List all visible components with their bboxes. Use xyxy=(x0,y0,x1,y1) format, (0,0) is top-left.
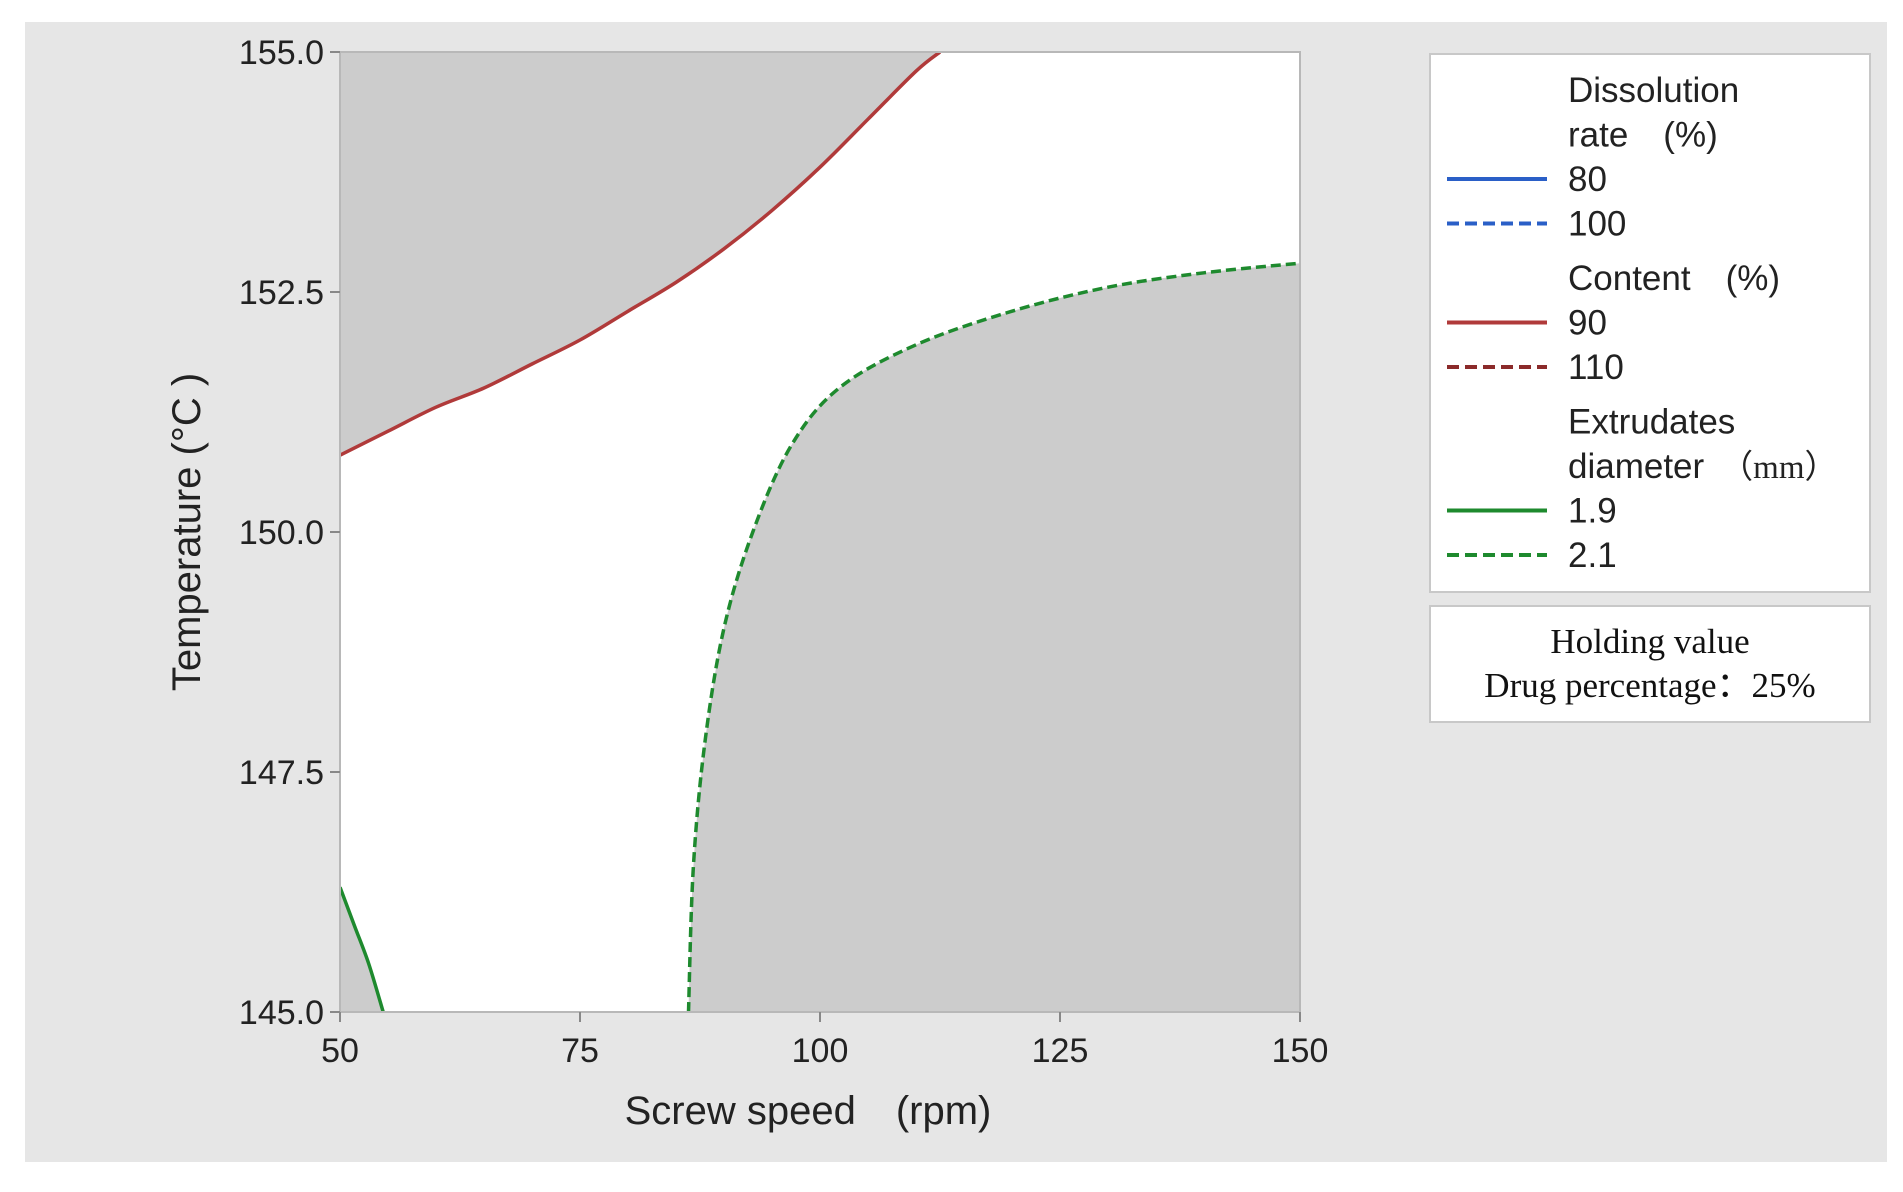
shaded-region-bottom-right xyxy=(688,263,1300,1012)
contour-lines xyxy=(340,52,1300,1012)
x-tick-label: 100 xyxy=(792,1032,849,1070)
holding-value-text: Drug percentage：25% xyxy=(1484,666,1815,705)
x-tick-label: 75 xyxy=(561,1032,599,1070)
y-tick-label: 147.5 xyxy=(239,754,324,792)
legend-entry-label: 80 xyxy=(1568,160,1607,199)
legend-entry-label: 1.9 xyxy=(1568,492,1617,531)
legend-group-title: Extrudates xyxy=(1568,403,1735,442)
contour-line-1 xyxy=(340,52,942,457)
legend-entry-label: 100 xyxy=(1568,205,1626,244)
legend-entry-label: 110 xyxy=(1568,348,1624,387)
contour-line-3 xyxy=(340,886,385,1012)
x-tick-label: 125 xyxy=(1032,1032,1089,1070)
x-axis: 50 75 100 125 150 xyxy=(321,1012,1328,1070)
y-axis: 145.0 147.5 150.0 152.5 155.0 xyxy=(239,34,340,1032)
x-tick-label: 150 xyxy=(1272,1032,1329,1070)
legend-entry-label: 90 xyxy=(1568,304,1607,343)
x-axis-title: Screw speed (rpm) xyxy=(625,1089,992,1133)
holding-value-box xyxy=(1429,605,1871,723)
y-tick-label: 150.0 xyxy=(239,514,324,552)
legend-group-unit: （mm） xyxy=(1720,450,1837,486)
x-tick-label: 50 xyxy=(321,1032,359,1070)
shaded-region-top-left xyxy=(340,52,940,456)
legend-entry-label: 2.1 xyxy=(1568,536,1617,575)
holding-value-title: Holding value xyxy=(1550,622,1749,661)
legend-group-title: diameter （mm） xyxy=(1568,447,1838,486)
contour-line-2 xyxy=(686,261,1300,1012)
y-tick-label: 155.0 xyxy=(239,34,324,72)
legend: Dissolution rate (%) 80 100 Content (%) 90 110… xyxy=(1447,71,1838,575)
legend-group-title: Dissolution xyxy=(1568,71,1739,110)
legend-group-title: Content (%) xyxy=(1568,259,1780,298)
y-tick-label: 152.5 xyxy=(239,274,324,312)
y-axis-title: Temperature (°C ) xyxy=(165,373,209,691)
legend-group-title: rate (%) xyxy=(1568,116,1718,155)
y-tick-label: 145.0 xyxy=(239,994,324,1032)
